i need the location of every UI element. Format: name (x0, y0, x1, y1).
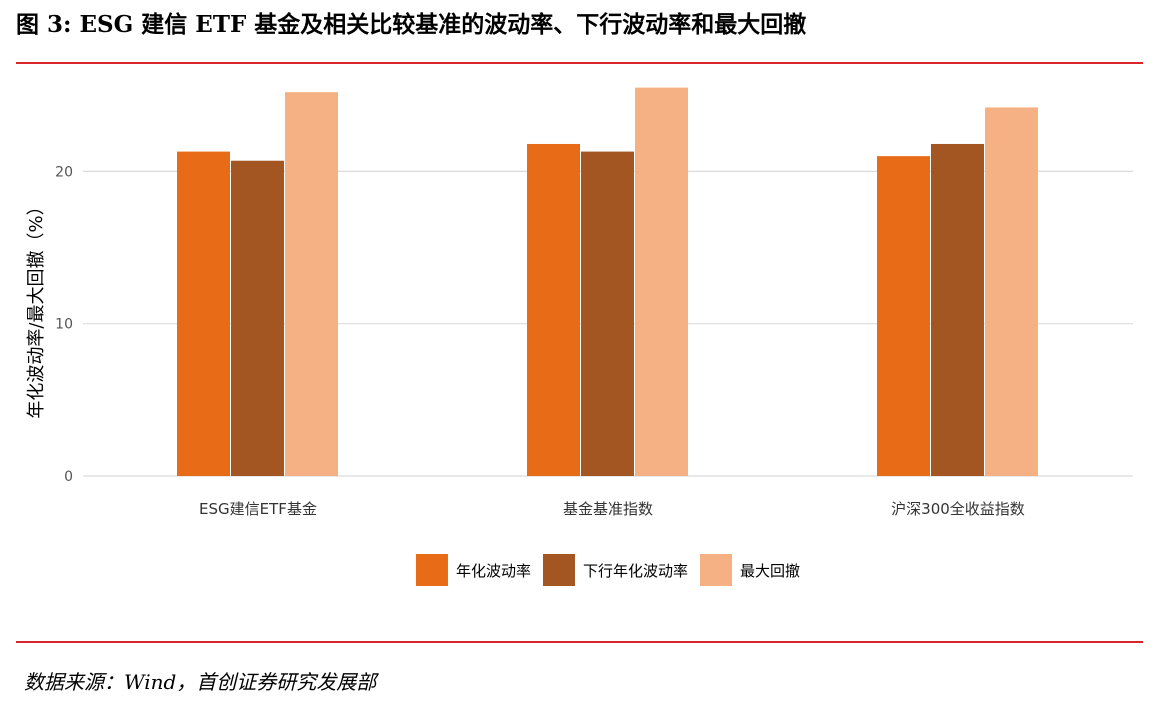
y-tick-label: 20 (55, 164, 73, 180)
bar (527, 143, 580, 476)
bar (635, 87, 688, 476)
legend: 年化波动率 下行年化波动率 最大回撤 (415, 554, 800, 586)
bar (177, 151, 230, 476)
bar (877, 156, 930, 476)
bar-chart: 0 10 20 ESG建信ETF基金 基金基准指数 沪深300全收益指数 年化波动率/最… (26, 87, 1133, 586)
bar (985, 107, 1038, 476)
x-category-label: ESG建信ETF基金 (199, 500, 317, 518)
y-tick-label: 0 (64, 469, 73, 485)
bars (177, 87, 1038, 476)
y-axis-ticks: 0 10 20 (55, 164, 73, 485)
figure-title: 图 3: ESG 建信 ETF 基金及相关比较基准的波动率、下行波动率和最大回撤 (16, 11, 807, 38)
legend-label: 年化波动率 (456, 562, 531, 580)
source-note: 数据来源：Wind，首创证券研究发展部 (24, 670, 377, 694)
y-axis-label: 年化波动率/最大回撤（%） (26, 197, 47, 418)
bar (581, 151, 634, 476)
top-divider (16, 62, 1143, 64)
bottom-divider (16, 641, 1143, 643)
bar (931, 143, 984, 476)
legend-label: 下行年化波动率 (583, 562, 688, 580)
legend-swatch (415, 554, 448, 586)
legend-swatch (700, 554, 733, 586)
legend-label: 最大回撤 (740, 562, 800, 580)
x-category-label: 沪深300全收益指数 (891, 500, 1025, 518)
bar (231, 160, 284, 476)
x-category-label: 基金基准指数 (563, 500, 653, 518)
legend-swatch (542, 554, 575, 586)
bar (285, 92, 338, 476)
y-tick-label: 10 (55, 317, 73, 333)
x-axis-categories: ESG建信ETF基金 基金基准指数 沪深300全收益指数 (199, 500, 1025, 518)
